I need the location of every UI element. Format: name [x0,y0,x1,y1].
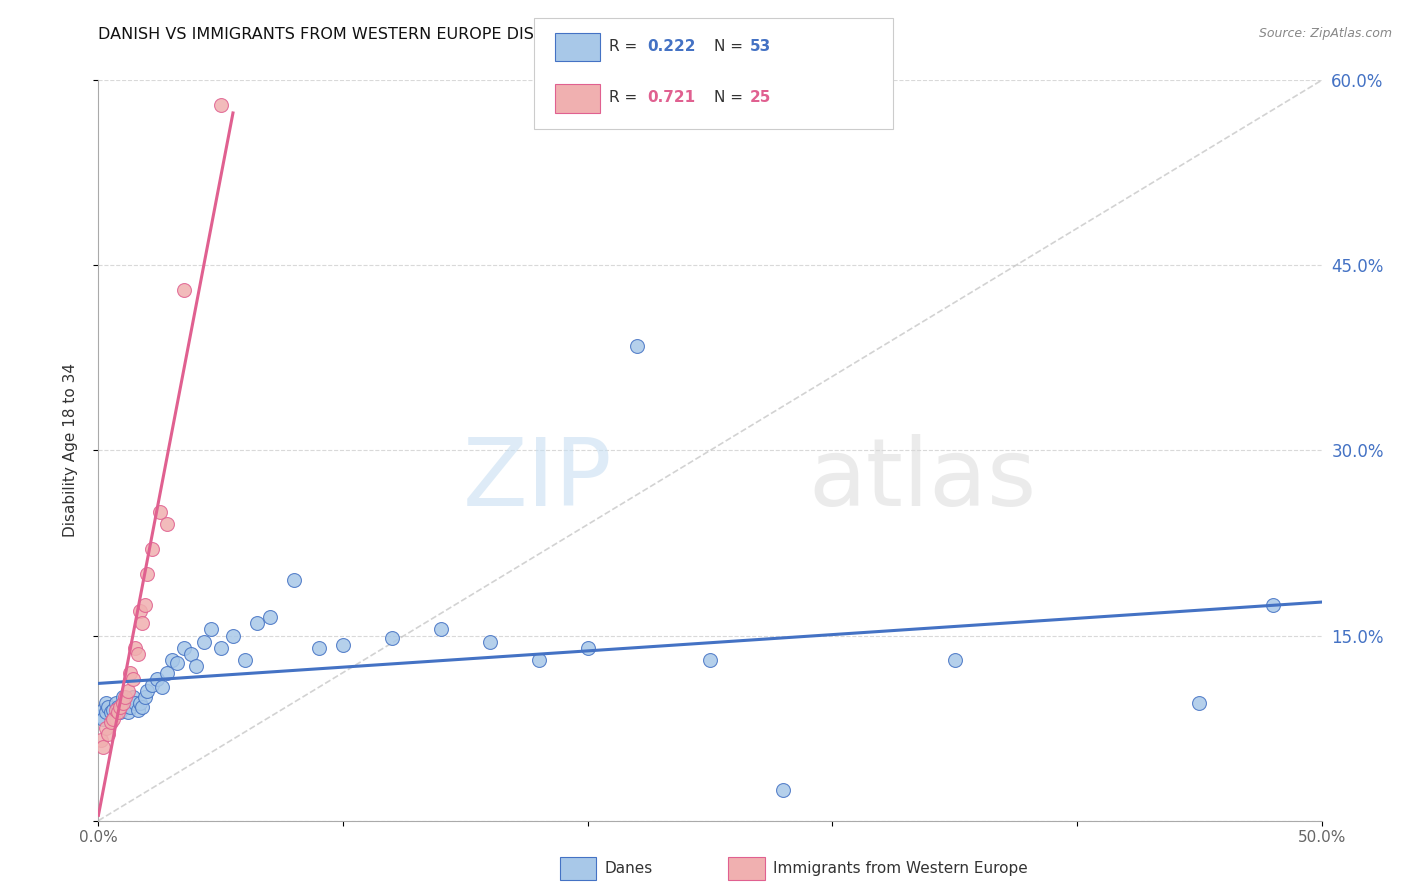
Text: 0.222: 0.222 [647,38,695,54]
Point [136,684,159,698]
Point [110,700,132,714]
Point [114,690,136,705]
Text: 53: 53 [749,38,770,54]
Point [141,678,163,692]
Text: R =: R = [609,38,643,54]
Point [166,656,188,670]
Point [246,616,269,631]
Point [110,705,132,719]
Point [111,690,134,705]
Point [233,653,256,667]
Point [101,703,124,717]
Point [222,629,245,643]
Point [186,659,208,673]
Point [90,733,112,747]
Point [101,713,124,727]
Point [381,631,404,645]
Point [127,703,149,717]
Point [576,640,599,655]
Point [150,681,173,695]
Point [91,739,114,754]
Y-axis label: Disability Age 18 to 34: Disability Age 18 to 34 [63,363,77,538]
Text: 25: 25 [749,90,770,105]
Point [111,697,134,711]
Point [111,700,134,714]
Point [120,700,142,714]
Text: Source: ZipAtlas.com: Source: ZipAtlas.com [1258,27,1392,40]
Point [104,703,127,717]
Point [129,697,152,711]
Point [120,665,142,680]
Point [527,653,550,667]
Point [626,338,648,352]
Point [124,697,146,711]
Point [127,647,149,661]
Point [180,647,202,661]
Point [430,623,453,637]
Point [107,705,129,719]
Text: atlas: atlas [808,434,1036,526]
Point [283,573,305,587]
Point [104,697,127,711]
Point [91,703,114,717]
Point [156,665,179,680]
Point [943,653,966,667]
Point [117,705,139,719]
Point [478,634,501,648]
Point [114,697,136,711]
Point [173,283,195,297]
Text: N =: N = [714,90,748,105]
Point [107,700,129,714]
Text: DANISH VS IMMIGRANTS FROM WESTERN EUROPE DISABILITY AGE 18 TO 34 CORRELATION CHA: DANISH VS IMMIGRANTS FROM WESTERN EUROPE… [98,27,890,42]
Point [134,690,156,705]
Point [173,640,195,655]
Text: N =: N = [714,38,748,54]
Point [90,708,112,723]
Point [200,623,222,637]
Point [129,604,152,618]
Point [100,705,122,719]
Point [97,727,120,741]
Text: R =: R = [609,90,643,105]
Point [146,672,169,686]
Point [136,566,159,581]
Point [259,610,281,624]
Point [160,653,183,667]
Point [94,721,117,735]
Point [94,705,117,719]
Point [149,505,172,519]
Point [1188,697,1211,711]
Point [209,98,232,112]
Point [124,640,146,655]
Point [94,697,117,711]
Point [121,672,143,686]
Point [209,640,232,655]
Point [1261,598,1284,612]
Point [699,653,721,667]
Text: 0.721: 0.721 [647,90,695,105]
Point [100,714,122,729]
Point [332,639,354,653]
Point [117,684,139,698]
Text: ZIP: ZIP [463,434,612,526]
Text: Immigrants from Western Europe: Immigrants from Western Europe [773,862,1028,876]
Point [193,634,215,648]
Point [131,700,153,714]
Point [156,517,179,532]
Point [308,640,330,655]
Point [91,713,114,727]
Point [772,782,794,797]
Text: Danes: Danes [605,862,652,876]
Point [141,542,163,557]
Point [97,700,120,714]
Point [131,616,153,631]
Point [121,690,143,705]
Point [134,598,156,612]
